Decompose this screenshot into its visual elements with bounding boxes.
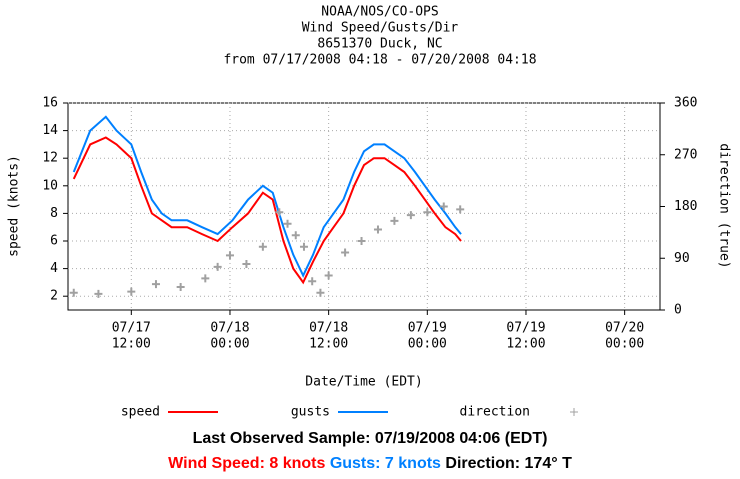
direction-point	[283, 219, 292, 228]
gusts-reading: Gusts: 7 knots	[330, 455, 441, 472]
x-tick-label: 12:00	[506, 337, 545, 352]
direction-point	[439, 202, 448, 211]
direction-point	[324, 271, 333, 280]
direction-point	[258, 242, 267, 251]
wind-speed: Wind Speed: 8 knots	[168, 455, 325, 472]
y2-tick-label: 0	[674, 303, 682, 318]
y2-tick-label: 180	[674, 199, 697, 214]
x-tick-label: 07/18	[210, 321, 249, 336]
direction-point	[316, 288, 325, 297]
x-tick-label: 07/19	[408, 321, 447, 336]
x-tick-label: 07/18	[309, 321, 348, 336]
legend-label: gusts	[291, 405, 330, 420]
direction-point	[341, 248, 350, 257]
direction-point	[242, 260, 251, 268]
direction-point	[299, 242, 308, 251]
y-tick-label: 10	[42, 178, 58, 193]
x-tick-label: 12:00	[112, 337, 151, 352]
direction-point	[69, 288, 78, 297]
last-sample: Last Observed Sample: 07/19/2008 04:06 (…	[193, 430, 548, 447]
direction-point	[213, 262, 222, 271]
direction-point	[390, 216, 399, 225]
title-line: NOAA/NOS/CO-OPS	[321, 5, 438, 20]
title-line: Wind Speed/Gusts/Dir	[302, 21, 459, 36]
direction-point	[151, 280, 160, 289]
x-tick-label: 12:00	[309, 337, 348, 352]
y-tick-label: 6	[50, 234, 58, 249]
direction-point	[94, 289, 103, 298]
y-tick-label: 16	[42, 96, 58, 111]
direction-point	[127, 287, 136, 296]
x-tick-label: 00:00	[605, 337, 644, 352]
x-tick-label: 00:00	[210, 337, 249, 352]
y2-tick-label: 90	[674, 251, 690, 266]
direction-point	[357, 237, 366, 245]
y2-tick-label: 360	[674, 96, 697, 111]
legend-swatch	[570, 408, 578, 416]
current-readings: Wind Speed: 8 knots Gusts: 7 knots Direc…	[168, 455, 572, 472]
series-line	[72, 136, 462, 285]
direction-point	[225, 251, 234, 260]
y2-tick-label: 270	[674, 147, 697, 162]
direction-point	[456, 205, 465, 214]
direction-point	[423, 208, 432, 217]
direction-point	[275, 208, 284, 217]
direction-point	[373, 225, 382, 234]
y2-axis-label: direction (true)	[717, 143, 732, 268]
title-line: from 07/17/2008 04:18 - 07/20/2008 04:18	[223, 53, 536, 68]
direction-point	[406, 211, 415, 220]
y-axis-label: speed (knots)	[7, 155, 22, 257]
y-tick-label: 12	[42, 151, 58, 166]
x-tick-label: 07/20	[605, 321, 644, 336]
x-axis-label: Date/Time (EDT)	[305, 375, 422, 390]
legend-label: speed	[121, 405, 160, 420]
series-line	[72, 115, 462, 278]
x-tick-label: 00:00	[408, 337, 447, 352]
y-tick-label: 2	[50, 289, 58, 304]
direction-reading: Direction: 174° T	[445, 455, 572, 472]
direction-point	[201, 274, 210, 283]
y-tick-label: 8	[50, 206, 58, 221]
direction-point	[176, 283, 185, 291]
direction-point	[308, 277, 317, 286]
legend-label: direction	[460, 405, 530, 420]
y-tick-label: 4	[50, 261, 58, 276]
x-tick-label: 07/19	[506, 321, 545, 336]
title-line: 8651370 Duck, NC	[317, 37, 442, 52]
x-tick-label: 07/17	[112, 321, 151, 336]
direction-point	[291, 231, 300, 240]
y-tick-label: 14	[42, 123, 58, 138]
